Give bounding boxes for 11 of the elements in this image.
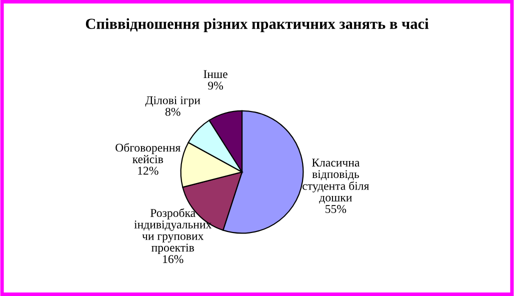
data-label: 12%	[138, 166, 158, 175]
slice-label: Обговорення кейсів	[116, 143, 180, 164]
data-label: 16%	[163, 255, 184, 264]
data-label: 9%	[208, 82, 223, 90]
data-label: 55%	[326, 205, 346, 214]
slice-label: Класична відповідь студента біля дошки	[302, 158, 370, 204]
chart-title: Співвідношення різних практичних занять в часі	[86, 18, 429, 32]
slice-label: Розробка індивідуальних чи групових проектів	[134, 208, 212, 254]
data-label: 8%	[165, 108, 180, 116]
slice-label: Інше	[204, 70, 228, 78]
slice-label: Ділові ігри	[145, 96, 200, 107]
